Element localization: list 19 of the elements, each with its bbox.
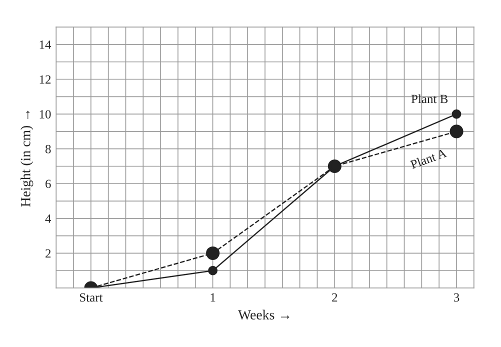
x-axis-title: Weeks → [238,310,290,320]
point [206,246,220,260]
y-tick-label: 10 [40,110,51,119]
y-tick-label: 2 [46,249,51,258]
y-tick-label: 6 [46,180,51,188]
x-tick-label: 3 [454,293,460,302]
y-axis-title: Height (in cm) → [20,110,34,207]
x-tick-label: Start [80,293,103,302]
y-tick-label: 14 [40,40,52,49]
x-tick-label: 1 [210,293,216,302]
y-tick-label: 4 [45,214,52,223]
text: Plant A [410,148,448,169]
point [208,266,218,276]
series-label: Plant B [411,94,448,104]
point [450,124,464,138]
y-tick-label: 12 [40,75,51,84]
y-tick-label: 8 [45,144,51,154]
x-tick-label: 2 [332,293,338,302]
point [452,109,462,119]
